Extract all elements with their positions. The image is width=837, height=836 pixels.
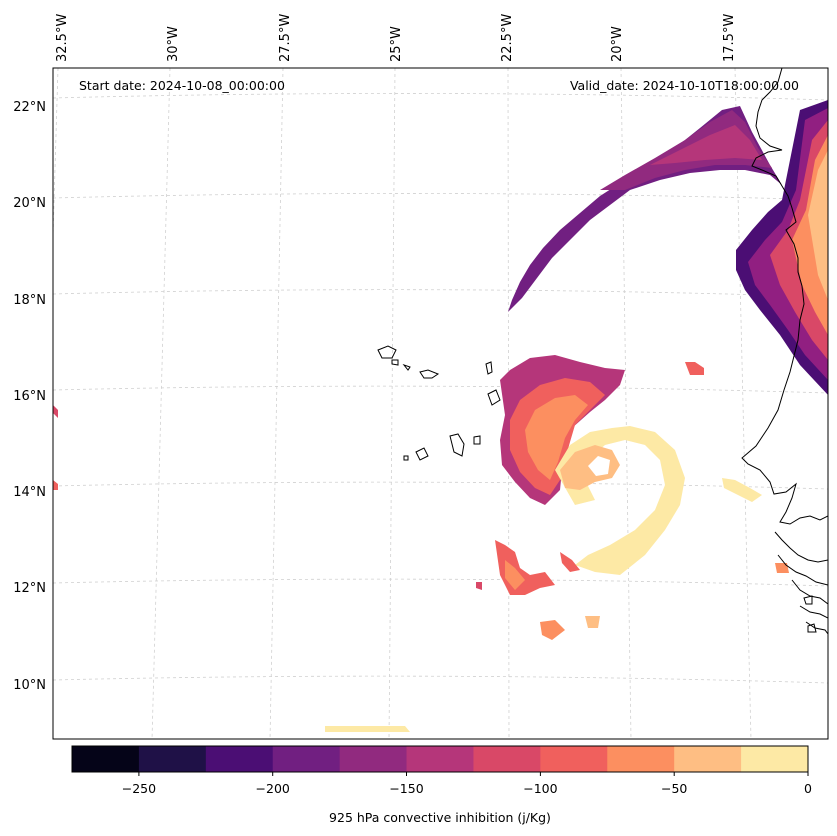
cape-verde-sal: [485, 361, 493, 375]
cin-patch-east: [685, 362, 704, 375]
cin-spiral-inner: [525, 395, 588, 480]
lon-label-32-5w: 32.5°W: [55, 14, 70, 62]
colorbar-ticks: [138, 772, 809, 776]
cin-contours: [53, 100, 828, 732]
cbar-tick-neg200: −200: [256, 781, 290, 796]
lat-label-12n: 12°N: [13, 581, 46, 596]
colorbar-bin-7: [540, 746, 608, 772]
cape-verde-santiago: [449, 433, 465, 457]
colorbar-bin-2: [205, 746, 274, 772]
colorbar-bin-5: [406, 746, 474, 772]
colorbar-bins: [72, 746, 809, 772]
cape-verde-santo-antao: [377, 345, 397, 359]
cbar-tick-0: 0: [804, 781, 812, 796]
colorbar-bin-1: [138, 746, 207, 772]
cin-patch-west-2: [53, 480, 58, 490]
cbar-tick-neg250: −250: [122, 781, 156, 796]
lat-label-14n: 14°N: [13, 485, 46, 500]
colorbar-bin-8: [607, 746, 675, 772]
lon-label-27-5w: 27.5°W: [278, 14, 293, 62]
colorbar-bin-4: [339, 746, 408, 772]
map-panel: Start date: 2024-10-08_00:00:00 Valid_da…: [52, 67, 829, 740]
lat-label-18n: 18°N: [13, 293, 46, 308]
cin-patch-east-2: [722, 478, 762, 502]
cin-patch-south-6: [476, 582, 482, 590]
colorbar-frame: [71, 745, 809, 773]
lat-label-16n: 16°N: [13, 389, 46, 404]
lon-label-30w: 30°W: [166, 26, 181, 62]
colorbar-label: 925 hPa convective inhibition (j/Kg): [329, 810, 551, 825]
cin-patch-south-2: [505, 560, 525, 590]
cin-patch-bottom: [325, 726, 410, 732]
cape-verde-santa-luzia: [402, 363, 411, 371]
longitude-labels: 32.5°W 30°W 27.5°W 25°W 22.5°W 20°W 17.5…: [55, 14, 737, 62]
colorbar-bin-6: [473, 746, 541, 772]
lat-label-10n: 10°N: [13, 678, 46, 693]
lon-label-25w: 25°W: [389, 26, 404, 62]
cin-patch-west: [53, 405, 58, 418]
bijagos-islands: [803, 595, 817, 633]
colorbar-bin-0: [72, 746, 140, 772]
cbar-tick-neg50: −50: [661, 781, 687, 796]
cbar-tick-neg150: −150: [389, 781, 423, 796]
cin-patch-south-4: [585, 616, 600, 628]
guinea-coast: [774, 531, 828, 635]
cape-verde-sao-vicente: [391, 359, 399, 366]
colorbar-bin-9: [674, 746, 742, 772]
cin-arc-inner: [650, 125, 762, 165]
start-date-label: Start date: 2024-10-08_00:00:00: [79, 78, 285, 93]
lat-label-20n: 20°N: [13, 196, 46, 211]
colorbar-tick-labels: −250 −200 −150 −100 −50 0: [122, 781, 812, 796]
latitude-labels: 22°N 20°N 18°N 16°N 14°N 12°N 10°N: [13, 100, 46, 693]
lon-label-22-5w: 22.5°W: [500, 14, 515, 62]
cin-patch-south: [495, 540, 555, 595]
cape-verde-fogo: [415, 447, 429, 461]
cape-verde-brava: [403, 455, 409, 461]
cbar-tick-neg100: −100: [523, 781, 557, 796]
cape-verde-boa-vista: [487, 389, 501, 406]
coastlines: [377, 68, 828, 635]
cape-verde-sao-nicolau: [419, 369, 440, 379]
cin-eye: [588, 456, 610, 476]
cin-patch-south-5: [560, 552, 580, 572]
cin-patch-east-3: [775, 563, 789, 573]
colorbar-bin-3: [272, 746, 341, 772]
map-frame: [52, 67, 829, 740]
lon-label-20w: 20°W: [610, 26, 625, 62]
cape-verde-maio: [473, 435, 481, 445]
valid-date-label: Valid_date: 2024-10-10T18:00:00.00: [570, 78, 799, 93]
lon-label-17-5w: 17.5°W: [722, 14, 737, 62]
cin-coast-band-5: [808, 150, 828, 300]
colorbar-bin-10: [741, 746, 809, 772]
colorbar: −250 −200 −150 −100 −50 0 925 hPa convec…: [71, 745, 812, 825]
african-coast: [741, 68, 828, 525]
lat-label-22n: 22°N: [13, 100, 46, 115]
cin-patch-south-3: [540, 620, 565, 640]
cin-spiral-yellow: [555, 426, 685, 575]
